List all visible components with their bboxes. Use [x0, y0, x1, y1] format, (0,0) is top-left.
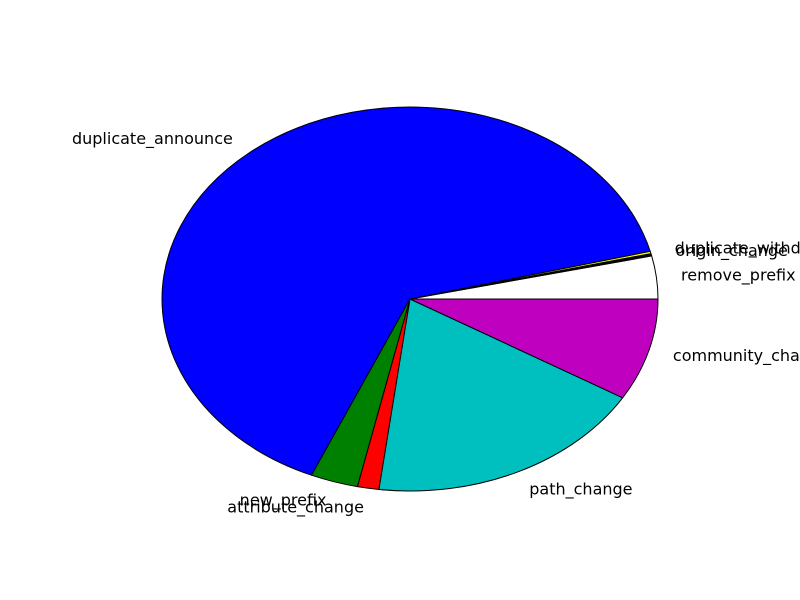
slice-label-origin-change: origin_change	[675, 241, 787, 261]
slice-label-new-prefix: new_prefix	[240, 491, 327, 511]
pie-slice-community-change	[409, 298, 659, 399]
slices-layer	[161, 106, 659, 492]
slice-label-path-change: path_change	[529, 479, 632, 499]
pie-slice-path-change	[378, 298, 624, 492]
slice-label-remove-prefix: remove_prefix	[681, 266, 796, 286]
labels-layer: remove_prefix origin_changeduplicate_with…	[72, 129, 800, 518]
slice-label-community-change: community_change	[673, 346, 800, 366]
slice-label-duplicate-announce: duplicate_announce	[72, 129, 233, 149]
slice-label-attribute-change: attribute_change	[227, 498, 364, 518]
slice-label-duplicate-withdraw: duplicate_withdraw	[675, 238, 800, 258]
pie-slice-duplicate-announce	[161, 106, 651, 476]
